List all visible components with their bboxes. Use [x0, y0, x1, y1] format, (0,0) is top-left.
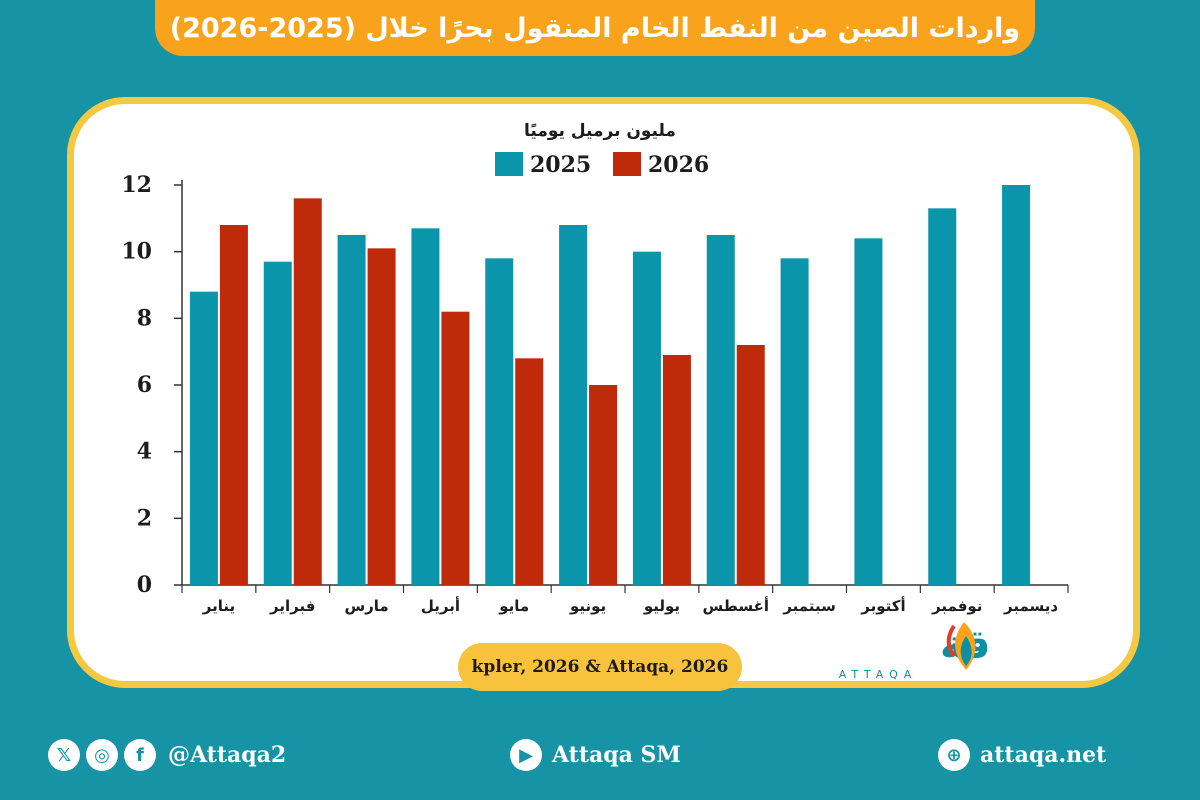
x-tick-label: يونيو: [569, 597, 606, 615]
social-handle[interactable]: @Attaqa2: [168, 742, 287, 768]
bar-2025: [411, 228, 440, 586]
bar-2026: [736, 345, 765, 585]
attaqa-logo: الطاقة ATTAQA: [839, 622, 988, 681]
globe-icon[interactable]: ⊕: [938, 739, 970, 771]
x-tick-label: ديسمبر: [1003, 597, 1058, 615]
x-tick-label: يوليو: [643, 597, 680, 615]
y-axis-label: مليون برميل يوميًا: [524, 121, 676, 141]
bar-2026: [293, 198, 322, 586]
legend-label-2025: 2025: [530, 152, 591, 178]
bar-2026: [515, 358, 544, 585]
bar-2025: [485, 258, 514, 585]
social-footer: 𝕏 ◎ f @Attaqa2: [48, 735, 286, 775]
x-tick-label: فبراير: [269, 597, 315, 615]
y-tick-label: 10: [121, 239, 152, 265]
title-bar: واردات الصين من النفط الخام المنقول بحرً…: [155, 0, 1035, 56]
y-tick-label: 6: [137, 372, 152, 398]
bar-2026: [219, 225, 248, 585]
y-tick-label: 8: [137, 305, 152, 331]
y-tick-label: 0: [137, 572, 152, 598]
x-tick-label: مارس: [344, 597, 388, 615]
bar-2026: [441, 311, 470, 585]
youtube-label[interactable]: Attaqa SM: [552, 742, 681, 768]
bar-2025: [780, 258, 809, 585]
website-footer: ⊕ attaqa.net: [938, 735, 1106, 775]
y-tick-label: 4: [137, 439, 152, 465]
x-tick-label: سبتمبر: [782, 597, 836, 615]
bar-2025: [854, 238, 883, 586]
source-text: kpler, 2026 & Attaqa, 2026: [471, 657, 729, 677]
bar-2025: [632, 251, 661, 585]
website-label[interactable]: attaqa.net: [980, 742, 1107, 768]
bar-2025: [263, 261, 292, 585]
instagram-icon[interactable]: ◎: [86, 739, 118, 771]
bar-2025: [928, 208, 957, 586]
bar-2026: [367, 248, 396, 586]
x-tick-label: أغسطس: [703, 596, 769, 615]
bar-2025: [1002, 185, 1031, 585]
x-icon[interactable]: 𝕏: [48, 739, 80, 771]
y-tick-label: 2: [137, 505, 152, 531]
x-tick-label: أبريل: [421, 596, 460, 615]
bar-2025: [706, 235, 735, 585]
x-tick-label: نوفمبر: [931, 597, 982, 615]
facebook-icon[interactable]: f: [124, 739, 156, 771]
bar-2025: [189, 291, 218, 585]
youtube-icon[interactable]: ▶: [510, 739, 542, 771]
bar-2025: [337, 235, 366, 585]
source-pill: kpler, 2026 & Attaqa, 2026: [458, 643, 742, 691]
legend-swatch-2025: [495, 152, 523, 176]
x-tick-label: أكتوبر: [860, 596, 905, 615]
x-tick-label: مايو: [498, 597, 529, 615]
bar-2025: [559, 225, 588, 585]
chart-title: واردات الصين من النفط الخام المنقول بحرً…: [169, 12, 1021, 44]
bar-2026: [589, 385, 618, 585]
x-tick-label: يناير: [202, 597, 235, 615]
legend-swatch-2026: [613, 152, 641, 176]
bar-2026: [662, 355, 691, 585]
flame-icon: [946, 622, 976, 670]
legend-label-2026: 2026: [648, 152, 709, 178]
youtube-footer: ▶ Attaqa SM: [510, 735, 681, 775]
logo-text-en: ATTAQA: [839, 668, 918, 681]
y-tick-label: 12: [121, 172, 152, 198]
